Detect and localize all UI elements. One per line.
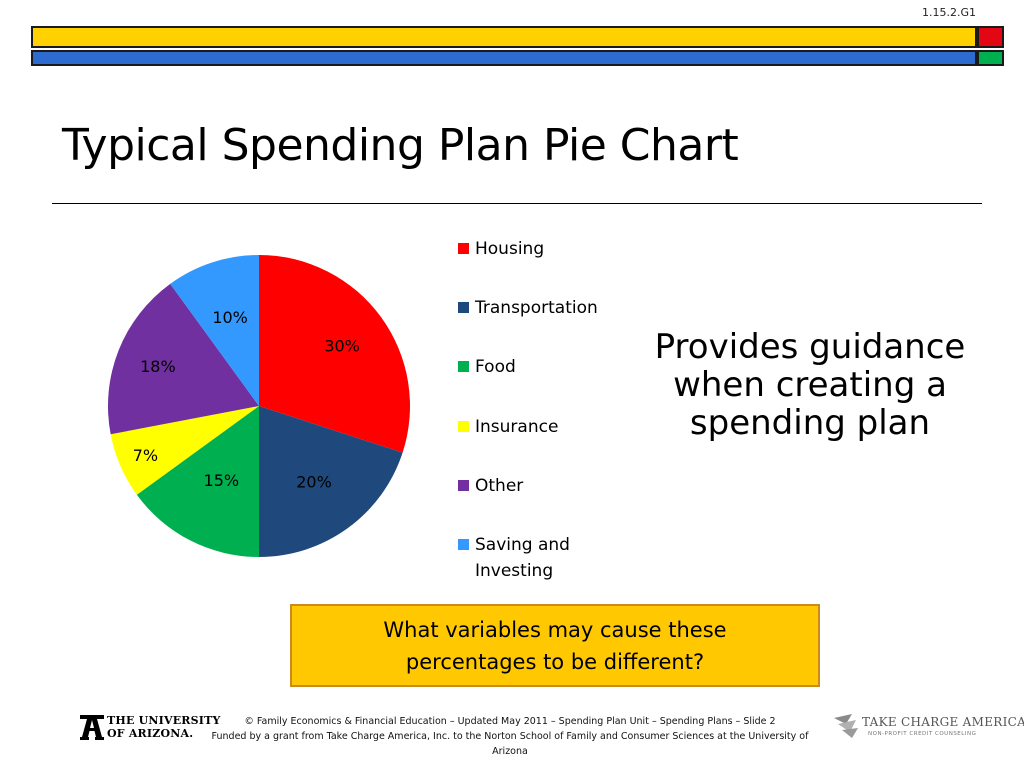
pie-label-transportation: 20% [296,473,332,492]
pie-label-saving-and-investing: 10% [212,308,248,327]
tca-name: TAKE CHARGE AMERICA® [862,715,1024,729]
legend-label: Food [475,357,516,378]
callout-line-1: Provides guidance [654,327,966,367]
take-charge-america-logo: TAKE CHARGE AMERICA® NON-PROFIT CREDIT C… [832,712,1024,742]
legend-swatch [458,243,469,254]
legend-swatch [458,420,469,432]
pie-label-housing: 30% [324,337,360,356]
legend-label: Other [475,475,524,496]
pie-slice-transportation [259,406,403,557]
callout-line-2: when creating a [673,365,947,405]
legend-label: Housing [475,239,545,259]
legend-swatch [458,539,469,550]
footer-line-1: © Family Economics & Financial Education… [244,716,776,727]
pie-label-other: 18% [140,357,176,376]
university-name-line-2: OF ARIZONA. [107,727,194,740]
callout-text: Provides guidance when creating a spendi… [630,328,990,442]
page-title: Typical Spending Plan Pie Chart [62,120,739,171]
pie-slice-housing [259,255,410,453]
header-corner-green [977,50,1004,66]
university-logo: THE UNIVERSITY OF ARIZONA. [80,712,220,742]
university-name-line-1: THE UNIVERSITY [107,714,221,727]
question-line-1: What variables may cause these [383,618,727,642]
header-corner-red [977,26,1004,48]
pie-chart: 30% 20% 15% 7% 18% 10% [107,255,410,557]
legend-swatch [458,302,469,314]
pie-slice-food [136,406,259,557]
pie-slice-insurance [110,406,259,495]
legend-swatch [458,479,469,491]
legend-swatch [458,361,469,373]
pie-slice-other [107,283,259,435]
pie-label-food: 15% [204,471,240,490]
take-charge-america-mark-icon [834,714,858,738]
callout-line-3: spending plan [689,403,931,443]
question-line-2: percentages to be different? [405,650,705,674]
footer-text: © Family Economics & Financial Education… [195,714,825,759]
legend-label: Transportation [475,298,598,319]
header-bar-yellow [31,26,977,48]
pie-label-insurance: 7% [133,446,158,465]
slide-code: 1.15.2.G1 [921,6,976,19]
footer-line-2: Funded by a grant from Take Charge Ameri… [211,731,809,757]
title-divider [52,203,982,204]
pie-slice-saving-and-investing [170,255,259,406]
question-box: What variables may cause these percentag… [290,604,820,687]
legend-label: Saving and Investing [475,535,570,581]
tca-subtitle: NON-PROFIT CREDIT COUNSELING [868,731,977,737]
legend-label: Insurance [475,416,559,437]
university-a-logo-icon [80,715,104,740]
header-bar-blue [31,50,977,66]
